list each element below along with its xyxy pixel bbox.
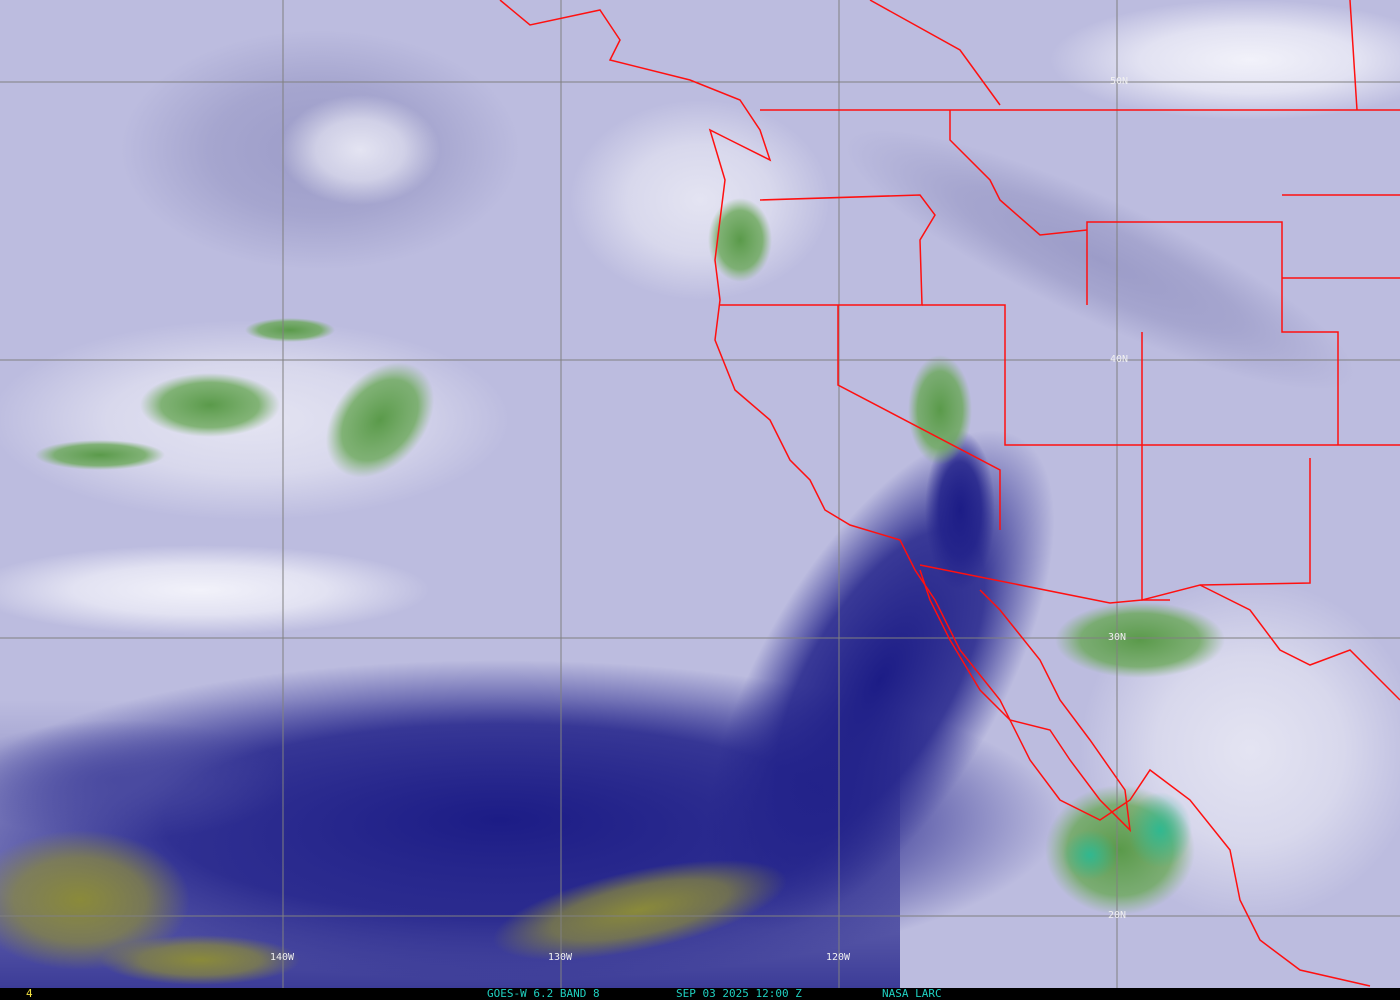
image-datetime: SEP 03 2025 12:00 Z (676, 987, 802, 1000)
lon-label-130w: 130W (548, 952, 573, 963)
frame-number: 4 (26, 987, 33, 1000)
lon-label-120w: 120W (826, 952, 851, 963)
footer-bar: 4 GOES-W 6.2 BAND 8 SEP 03 2025 12:00 Z … (0, 988, 1400, 1000)
lat-label-50n: 50N (1110, 76, 1128, 87)
lon-label-140w: 140W (270, 952, 295, 963)
cloud-tops (35, 198, 1225, 915)
grid-labels: 50N 40N 30N 20N 140W 130W 120W (270, 76, 1128, 963)
lat-label-40n: 40N (1110, 354, 1128, 365)
lat-label-30n: 30N (1108, 632, 1126, 643)
political-borders (499, 0, 1400, 987)
lat-label-20n: 20N (1108, 910, 1126, 921)
satellite-band: GOES-W 6.2 BAND 8 (487, 987, 600, 1000)
credit: NASA LARC (882, 987, 942, 1000)
